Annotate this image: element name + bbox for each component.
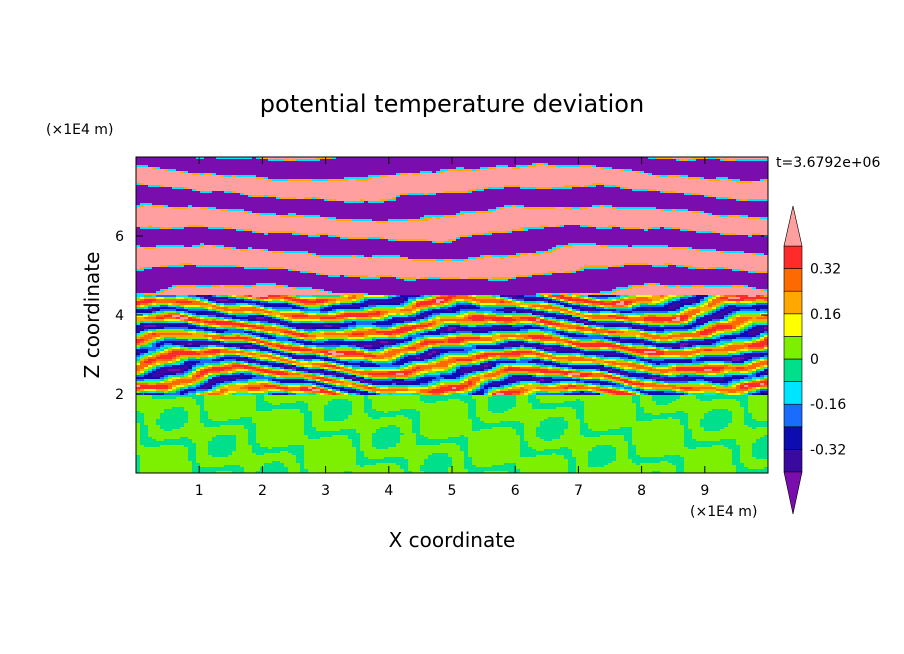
x-axis-unit: (×1E4 m) bbox=[690, 504, 757, 520]
chart-title: potential temperature deviation bbox=[260, 90, 644, 118]
y-axis-unit: (×1E4 m) bbox=[46, 122, 113, 138]
time-label: t=3.6792e+06 bbox=[776, 155, 880, 171]
field-plot bbox=[136, 157, 769, 474]
